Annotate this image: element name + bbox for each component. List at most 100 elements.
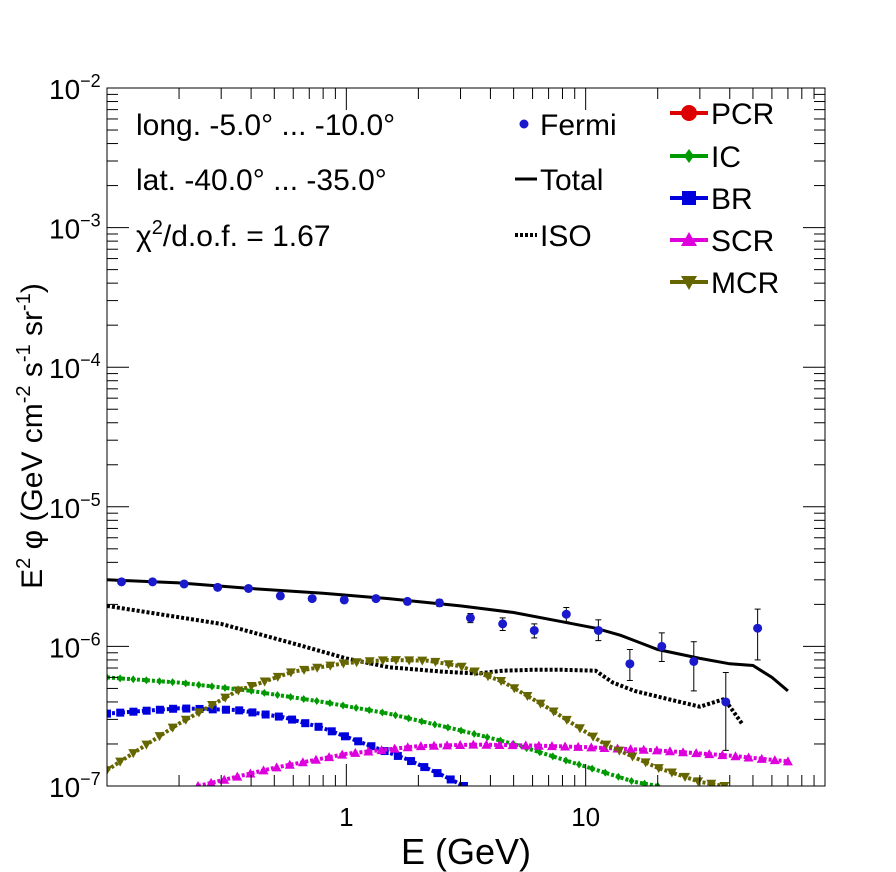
y-title-sup-2: 2	[13, 558, 35, 569]
series-marker-mcr	[706, 779, 717, 786]
fermi-marker	[179, 579, 189, 589]
fermi-point	[529, 623, 539, 639]
fermi-marker	[465, 613, 475, 623]
fermi-point	[689, 641, 699, 692]
series-marker-scr	[468, 739, 479, 749]
series-marker-ic	[274, 690, 281, 699]
fermi-marker	[275, 591, 285, 601]
series-marker-scr	[481, 739, 492, 749]
chi2-exponent: 2	[152, 217, 163, 239]
legend-left: Fermi Total ISO	[515, 109, 617, 253]
series-marker-br	[314, 722, 323, 731]
series-marker-ic	[549, 752, 556, 761]
chi2-annotation: χ2/d.o.f. = 1.67	[136, 217, 331, 253]
series-marker-scr	[297, 757, 308, 767]
series-marker-br	[248, 708, 257, 717]
series-marker-scr	[743, 752, 754, 762]
y-tick-label: 10−3	[49, 211, 101, 245]
series-marker-br	[288, 715, 297, 724]
fermi-point	[117, 577, 127, 587]
series-marker-mcr	[180, 715, 191, 725]
series-marker-mcr	[377, 656, 388, 666]
series-marker-br	[182, 704, 191, 713]
series-scr	[195, 739, 793, 786]
series-marker-br	[107, 709, 111, 718]
series-marker-ic	[589, 764, 596, 773]
series-marker-mcr	[456, 662, 467, 672]
chi2-symbol: χ	[136, 220, 152, 253]
series-marker-mcr	[719, 782, 730, 786]
fermi-data-layer	[117, 577, 763, 751]
series-marker-br	[274, 712, 283, 721]
series-marker-mcr	[653, 764, 664, 774]
series-marker-mcr	[107, 766, 112, 776]
fermi-point	[753, 608, 763, 661]
series-marker-ic	[300, 694, 307, 703]
series-marker-ic	[117, 674, 124, 683]
series-marker-ic	[326, 699, 333, 708]
fermi-point	[402, 596, 412, 606]
series-marker-ic	[641, 779, 648, 786]
series-marker-mcr	[469, 667, 480, 677]
series-marker-scr	[586, 742, 597, 752]
series-marker-mcr	[351, 658, 362, 668]
fermi-point	[179, 579, 189, 589]
series-marker-mcr	[141, 740, 152, 750]
series-marker-ic	[340, 701, 347, 710]
legend-iso-label: ISO	[540, 220, 592, 253]
series-marker-mcr	[482, 672, 493, 682]
series-marker-ic	[313, 696, 320, 705]
series-marker-br	[420, 763, 429, 772]
series-marker-br	[407, 757, 416, 766]
plot-frame	[106, 87, 826, 787]
fermi-marker	[307, 594, 317, 604]
series-marker-mcr	[666, 768, 677, 778]
fermi-marker	[529, 625, 539, 635]
y-tick-label-exponent: −2	[80, 71, 101, 91]
latitude-annotation: lat. -40.0° ... -35.0°	[136, 164, 387, 197]
series-marker-ic	[471, 729, 478, 738]
legend-scr-marker	[681, 232, 697, 246]
fermi-point	[243, 583, 253, 593]
y-tick-label-exponent: −5	[80, 490, 101, 510]
series-marker-br	[459, 782, 468, 786]
series-marker-ic	[431, 720, 438, 729]
legend-mcr-label: MCR	[711, 267, 779, 300]
chi2-value: /d.o.f. = 1.67	[163, 220, 331, 253]
legend-total-label: Total	[540, 164, 603, 197]
series-marker-mcr	[325, 661, 336, 671]
series-marker-br	[208, 705, 217, 714]
y-title-sup-cm: -2	[13, 385, 35, 403]
legend-fermi-marker	[519, 119, 529, 129]
series-marker-scr	[691, 748, 702, 758]
series-marker-mcr	[167, 723, 178, 733]
longitude-annotation: long. -5.0° ... -10.0°	[136, 109, 395, 142]
series-iso	[107, 603, 744, 725]
fermi-marker	[498, 619, 508, 629]
series-marker-mcr	[627, 752, 638, 762]
series-marker-br	[235, 706, 244, 715]
y-tick-label-base: 10	[49, 632, 80, 663]
series-marker-br	[129, 707, 138, 716]
series-total	[107, 578, 789, 693]
series-line-scr	[197, 742, 789, 786]
y-tick-label-base: 10	[49, 353, 80, 384]
y-tick-label: 10−4	[49, 350, 101, 384]
series-marker-ic	[156, 677, 163, 686]
series-marker-ic	[576, 760, 583, 769]
series-marker-scr	[560, 741, 571, 751]
series-marker-scr	[337, 749, 348, 759]
series-line-total	[107, 578, 789, 693]
legend-right: PCR IC BR SCR MCR	[670, 98, 779, 300]
series-marker-mcr	[338, 659, 349, 669]
legend-mcr-marker	[681, 276, 697, 290]
series-marker-scr	[546, 741, 557, 751]
series-marker-scr	[245, 768, 256, 778]
series-marker-mcr	[128, 749, 139, 759]
y-title-sup-sr: -1	[13, 293, 35, 311]
series-marker-ic	[169, 678, 176, 687]
series-marker-mcr	[233, 686, 244, 696]
series-marker-ic	[130, 675, 137, 684]
